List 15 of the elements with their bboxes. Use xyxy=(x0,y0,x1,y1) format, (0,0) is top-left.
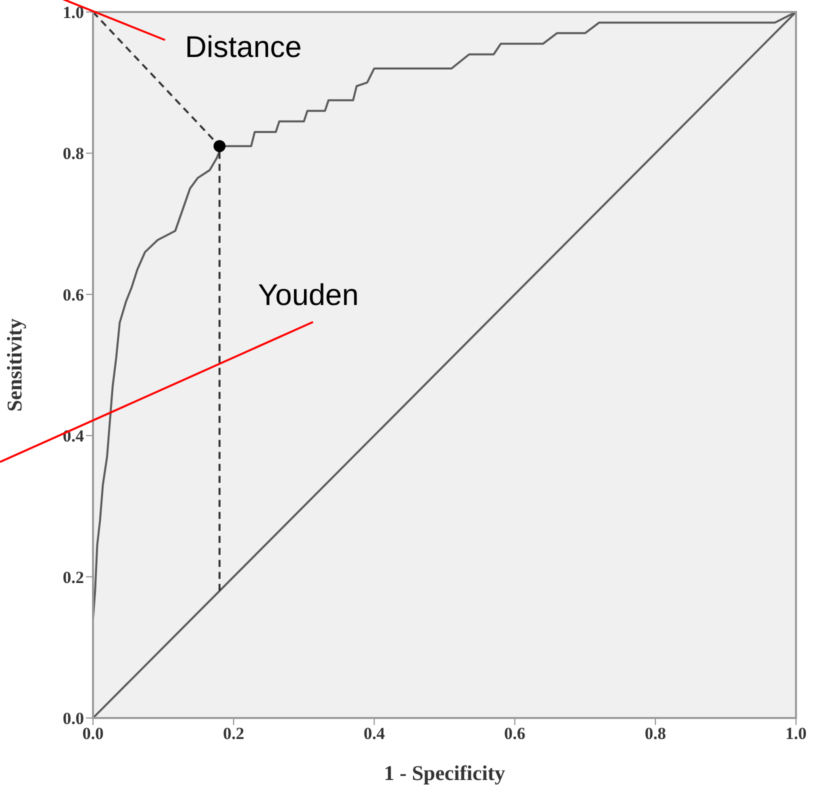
y-tick-label: 0.6 xyxy=(62,285,84,304)
annotation: Youden xyxy=(258,279,359,312)
y-tick-label: 0.8 xyxy=(62,144,84,164)
y-tick-label: 1.0 xyxy=(62,3,84,22)
x-tick-label: 0.0 xyxy=(82,724,104,744)
y-axis-title: Sensitivity xyxy=(2,318,26,412)
x-tick-label: 0.4 xyxy=(364,724,386,744)
x-tick-label: 0.6 xyxy=(504,724,526,744)
y-tick-label: 0.2 xyxy=(62,568,84,587)
y-tick-label: 0.0 xyxy=(62,709,84,728)
annotation: Distance xyxy=(185,31,302,64)
x-tick-label: 0.2 xyxy=(222,724,244,744)
x-tick-label: 0.8 xyxy=(644,724,666,744)
x-tick-label: 1.0 xyxy=(785,724,807,744)
x-axis-title: 1 - Specificity xyxy=(384,761,506,785)
